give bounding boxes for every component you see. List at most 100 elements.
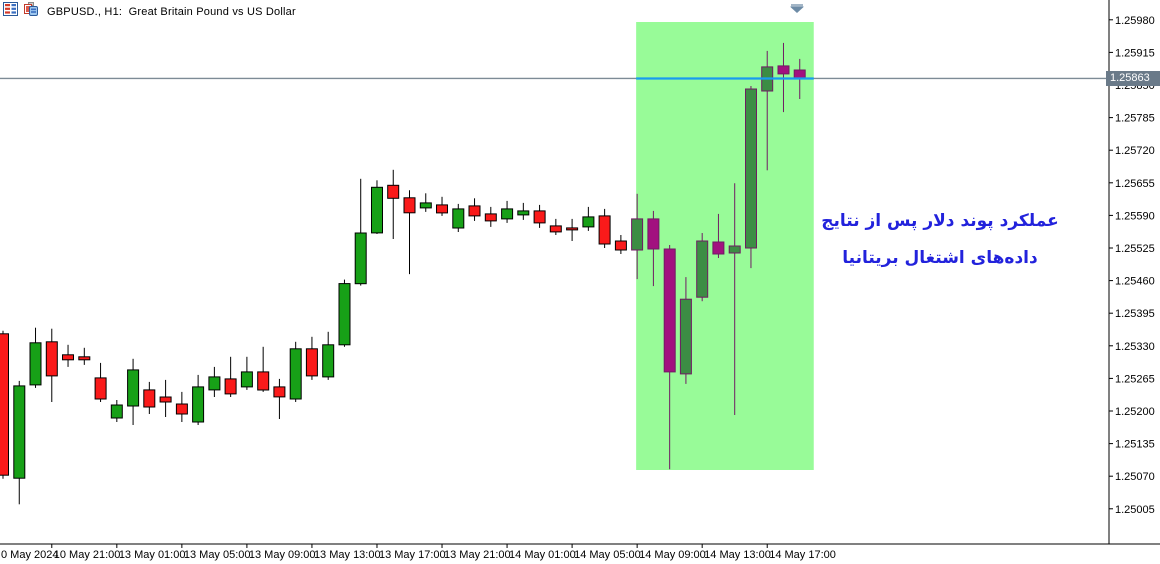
candle [452,203,465,232]
price-label: 1.25460 [1115,276,1155,288]
price-label: 1.25265 [1115,373,1155,385]
candle [322,331,335,380]
candle-body [533,210,546,224]
candle-body [175,403,188,415]
candle-body [13,385,26,479]
candle-body [29,342,42,386]
chart-title-bar: GBPUSD., H1: Great Britain Pound vs US D… [3,2,296,21]
highlight-zone[interactable] [636,22,814,470]
candle-body [273,386,286,398]
candle [371,180,383,234]
candle-body [240,371,253,388]
candle-body [208,376,221,391]
candle-body [371,186,383,234]
price-label: 1.25590 [1115,210,1155,222]
candle [192,374,205,425]
candle [289,341,302,402]
candle-body [0,333,9,476]
time-label: 14 May 13:00 [704,549,771,561]
candle [257,346,270,392]
candle [175,391,188,422]
candle [143,381,156,414]
candle-body [679,298,692,375]
price-label: 1.25070 [1115,471,1155,483]
candle [240,356,253,390]
candle [273,378,286,419]
price-label: 1.25395 [1115,308,1155,320]
candle [45,328,58,402]
time-label: 0 May 2024 [1,549,58,561]
candle-body [127,369,140,407]
price-label: 1.25200 [1115,406,1155,418]
candle [305,336,318,380]
candle [745,86,757,269]
candle [696,233,709,302]
time-label: 13 May 09:00 [249,549,316,561]
price-label: 1.25655 [1115,178,1155,190]
candle [598,208,611,248]
candle [94,362,107,402]
candle-body [257,371,270,391]
candle [13,380,26,505]
candle [0,330,9,479]
candle [29,327,42,388]
candle-body [354,232,367,285]
candle-body [793,69,806,79]
candle-body [94,377,107,400]
candle [468,198,481,221]
time-label: 13 May 05:00 [184,549,251,561]
time-label: 13 May 13:00 [314,549,381,561]
time-label: 14 May 01:00 [509,549,576,561]
candle [419,193,432,212]
candle [403,190,416,275]
scroll-to-latest-icon[interactable] [789,0,805,18]
candle-body [696,240,709,298]
market-watch-icon [3,2,18,21]
candle-body [468,205,481,217]
price-label: 1.25980 [1115,15,1155,27]
chart-profile-icon [23,2,39,21]
candle [631,193,644,280]
candle-body [78,356,91,361]
annotation-line-2: داده‌های اشتغال بریتانیا [842,248,1038,268]
candle-body [159,396,172,403]
candle [679,277,692,384]
candle-body [663,248,676,373]
price-label: 1.25525 [1115,243,1155,255]
candle-body [582,216,595,228]
candle [501,200,514,223]
candle [387,169,400,239]
candle-body [647,218,660,250]
chart-title: GBPUSD., H1: Great Britain Pound vs US D… [47,5,296,18]
candle-body [614,240,627,251]
candle-body [387,184,400,199]
price-label: 1.25785 [1115,113,1155,125]
time-label: 13 May 21:00 [444,549,511,561]
candle [224,356,237,397]
candle [533,204,546,228]
candle [78,347,91,365]
candle-body [419,202,432,209]
candle-body [484,213,497,222]
price-label: 1.25915 [1115,47,1155,59]
candle [517,202,530,220]
candle [712,213,725,258]
candle-body [192,386,205,423]
candle [127,358,140,425]
candle-body [110,404,123,419]
candle-body [338,283,351,346]
candle-body [598,215,611,245]
candle-body [436,204,448,214]
candle-body [305,348,318,377]
candle-body [143,389,156,408]
candle [549,218,562,235]
time-label: 14 May 17:00 [769,549,836,561]
time-label: 14 May 09:00 [639,549,706,561]
candle-body [517,210,530,216]
candle-body [631,218,644,251]
candle-body [289,348,302,400]
time-label: 10 May 21:00 [54,549,121,561]
annotation-line-1: عملکرد پوند دلار پس از نتایج [821,211,1059,231]
